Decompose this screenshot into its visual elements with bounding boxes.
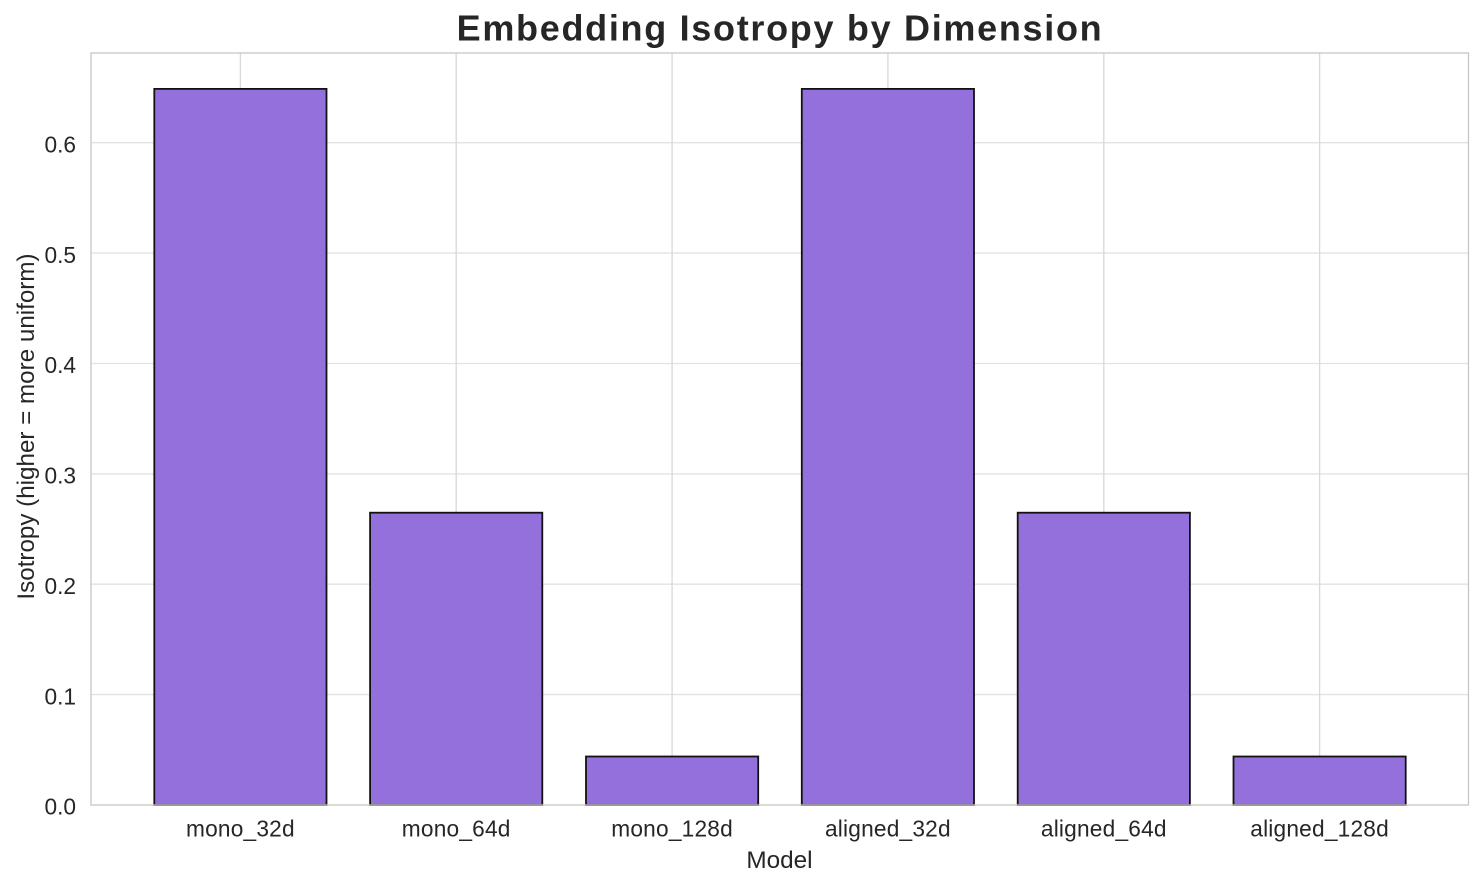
svg-text:0.6: 0.6 — [44, 131, 76, 157]
svg-text:mono_32d: mono_32d — [186, 816, 295, 842]
svg-text:Isotropy (higher = more unifor: Isotropy (higher = more uniform) — [13, 253, 40, 599]
svg-text:aligned_128d: aligned_128d — [1250, 816, 1389, 842]
svg-text:0.3: 0.3 — [44, 463, 76, 489]
svg-text:mono_64d: mono_64d — [402, 816, 511, 842]
svg-text:aligned_32d: aligned_32d — [825, 816, 951, 842]
svg-text:0.4: 0.4 — [44, 352, 76, 378]
svg-text:0.5: 0.5 — [44, 242, 76, 268]
svg-text:mono_128d: mono_128d — [611, 816, 733, 842]
svg-text:0.1: 0.1 — [44, 683, 76, 709]
svg-text:0.2: 0.2 — [44, 573, 76, 599]
svg-text:Model: Model — [746, 847, 812, 874]
svg-text:0.0: 0.0 — [44, 794, 76, 820]
svg-text:aligned_64d: aligned_64d — [1041, 816, 1167, 842]
svg-text:Embedding Isotropy by Dimensio: Embedding Isotropy by Dimension — [457, 8, 1104, 49]
